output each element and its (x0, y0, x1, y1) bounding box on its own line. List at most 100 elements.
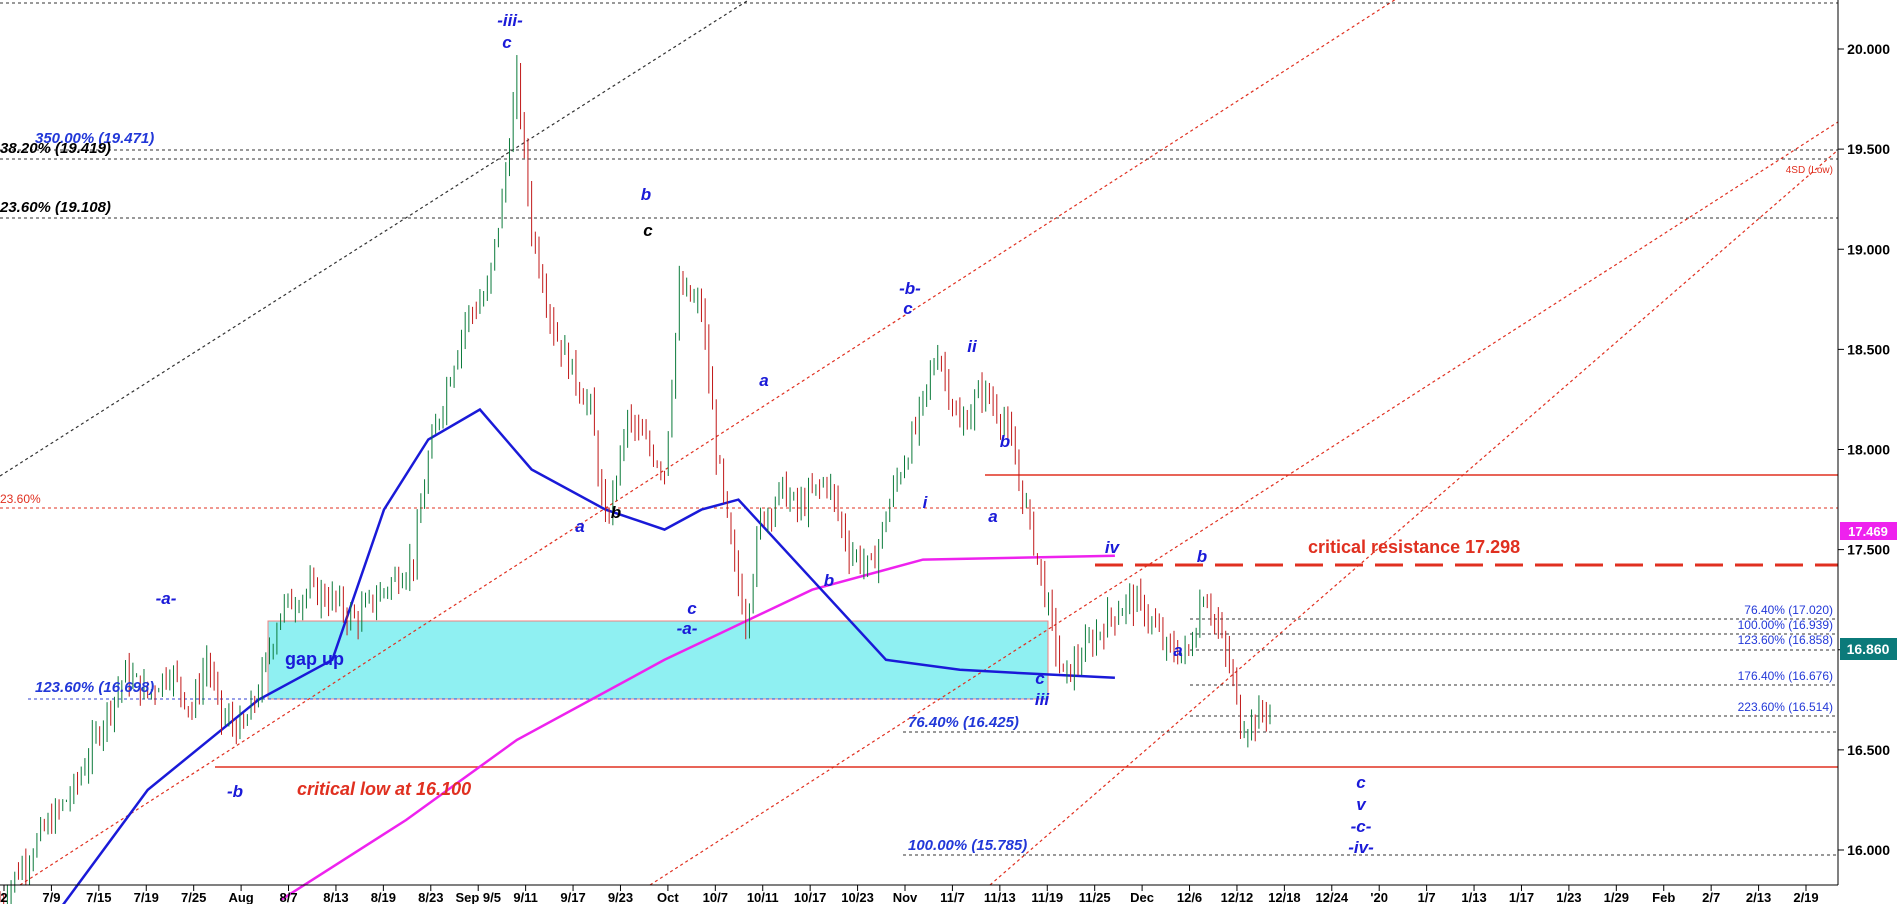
date-tick-label: 11/7 (940, 890, 965, 904)
date-tick-label: 10/23 (841, 890, 874, 904)
date-tick-label: Nov (893, 890, 918, 904)
date-tick-label: 2/19 (1793, 890, 1818, 904)
date-tick-label: Sep 9/5 (455, 890, 501, 904)
date-tick-label: 2/13 (1746, 890, 1771, 904)
price-tick-label: 16.500 (1847, 742, 1890, 758)
wave-b-sep2: b (611, 503, 621, 522)
date-tick-label: 7/15 (86, 890, 111, 904)
price-tick-label: 17.500 (1847, 542, 1890, 558)
price-tick-label: 20.000 (1847, 41, 1890, 57)
fib-1236b: 123.60% (16.858) (1738, 633, 1833, 647)
svg-text:17.469: 17.469 (1848, 524, 1888, 539)
fib-764a: 76.40% (16.425) (908, 714, 1019, 731)
fib-36: 23.60% (0, 492, 41, 506)
date-tick-label: 7/19 (134, 890, 159, 904)
date-axis: 2 7/9 7/15 7/19 7/25 Aug 8/7 8/13 8/19 8/23 Sep 9/… (0, 885, 1819, 904)
price-tick-label: 18.500 (1847, 341, 1890, 357)
date-tick-label: 12/24 (1316, 890, 1349, 904)
wave-a-oct: a (759, 371, 768, 390)
wave-b-nov: b (1000, 432, 1010, 451)
wave-v-future: v (1356, 795, 1367, 814)
gap-zone (267, 620, 1049, 700)
date-tick-label: 12/6 (1177, 890, 1202, 904)
wave-a-nov: a (988, 507, 997, 526)
wave-iv: iv (1105, 538, 1121, 557)
date-tick-label: 12/18 (1268, 890, 1301, 904)
wave-iv-minus: -iv- (1348, 838, 1374, 857)
fib-100b: 100.00% (16.939) (1738, 618, 1833, 632)
date-tick-label: 11/19 (1031, 890, 1063, 904)
date-tick-label: 10/7 (703, 890, 728, 904)
price-tick-label: 18.000 (1847, 442, 1890, 458)
wave-a-jul: -a- (156, 589, 177, 608)
date-tick-label: 1/29 (1604, 890, 1629, 904)
fib-38: 38.20% (19.419) (0, 140, 111, 157)
svg-text:16.860: 16.860 (1847, 641, 1890, 657)
wave-iii-top: -iii- (497, 11, 523, 30)
date-tick-label: 1/17 (1509, 890, 1534, 904)
sd-label: 4SD (Low) (1786, 165, 1833, 176)
critical-low-label: critical low at 16.100 (297, 779, 471, 799)
wave-b-sep: b (641, 185, 651, 204)
wave-a-minus: -a- (677, 619, 698, 638)
date-tick-label: 9/23 (608, 890, 633, 904)
date-tick-label: 9/17 (560, 890, 585, 904)
magenta-price-badge: 17.469 (1840, 522, 1897, 540)
wave-c-sep: c (643, 221, 653, 240)
wave-a-sep: a (575, 517, 584, 536)
last-price-badge: 16.860 (1840, 638, 1897, 660)
fib-100a: 100.00% (15.785) (908, 837, 1027, 854)
wave-c-top: c (502, 33, 512, 52)
gap-up-label: gap up (285, 649, 344, 669)
fib-350: 350.00% (19.471) (35, 130, 154, 147)
wave-labels: -iii- c b c -b- c ii b a i a a b c -a- b… (156, 11, 1374, 857)
date-tick-label: 2/7 (1702, 890, 1720, 904)
wave-i: i (923, 493, 929, 512)
critical-resistance-label: critical resistance 17.298 (1308, 537, 1520, 557)
fib-2236: 223.60% (16.514) (1738, 700, 1833, 714)
fib-236: 23.60% (19.108) (0, 199, 111, 216)
wave-b-oct: -b- (899, 279, 921, 298)
date-tick-label: 9/11 (513, 890, 538, 904)
date-tick-label: 10/11 (747, 890, 779, 904)
level-lines (0, 2, 1838, 856)
wave-ii: ii (967, 337, 978, 356)
wave-c-minus: -c- (1351, 817, 1372, 836)
fib-1764: 176.40% (16.676) (1738, 669, 1833, 683)
wave-c-oct2: c (687, 599, 697, 618)
date-tick-label: 8/7 (279, 890, 297, 904)
date-tick-label: 1/13 (1461, 890, 1486, 904)
date-tick-label: 12/12 (1221, 890, 1254, 904)
date-tick-label: 8/19 (371, 890, 396, 904)
wave-b-dec: b (1197, 547, 1207, 566)
wave-iii: iii (1035, 690, 1050, 709)
date-tick-label: Aug (228, 890, 253, 904)
price-tick-label: 16.000 (1847, 842, 1890, 858)
date-tick-label: 7/9 (42, 890, 60, 904)
channel-lines (0, 0, 1839, 886)
magenta-moving-average (279, 554, 1115, 902)
date-tick-label: Oct (657, 890, 679, 904)
date-tick-label: 1/23 (1556, 890, 1581, 904)
fib-1236a: 123.60% (16.698) (35, 679, 154, 696)
date-tick-label: 7/25 (181, 890, 206, 904)
wave-c-oct: c (903, 299, 913, 318)
wave-b-oct2: b (824, 571, 834, 590)
date-tick-label: 11/25 (1079, 890, 1111, 904)
date-tick-label: '20 (1370, 890, 1388, 904)
candles (0, 55, 1271, 904)
date-tick-label: 1/7 (1418, 890, 1436, 904)
wave-a-dec: a (1173, 641, 1182, 660)
date-tick-label: Feb (1652, 890, 1675, 904)
wave-b-aug: -b (227, 782, 243, 801)
date-tick-label: 2 (0, 890, 7, 904)
date-tick-label: 10/17 (794, 890, 827, 904)
date-tick-label: 11/13 (984, 890, 1016, 904)
date-tick-label: 8/13 (323, 890, 348, 904)
fib-labels: 350.00% (19.471) 38.20% (19.419) 23.60% … (0, 130, 1833, 854)
wave-c-future: c (1356, 773, 1366, 792)
wave-c-nov: c (1035, 669, 1045, 688)
date-tick-label: 8/23 (418, 890, 443, 904)
price-tick-label: 19.000 (1847, 241, 1890, 257)
